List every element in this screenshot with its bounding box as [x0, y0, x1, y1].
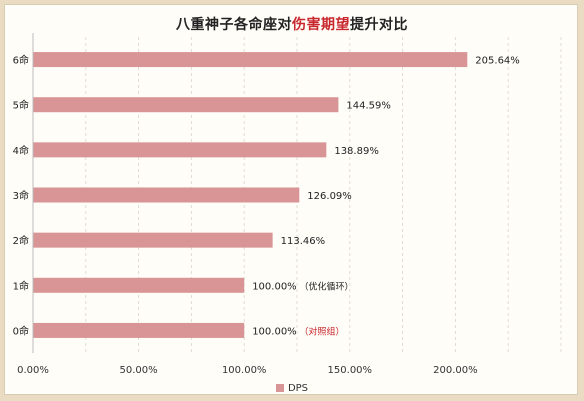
bar — [33, 277, 245, 293]
x-tick-label: 50.00% — [120, 365, 158, 376]
chart-title-highlight: 伤害期望 — [292, 17, 350, 33]
chart-title: 八重神子各命座对伤害期望提升对比 — [176, 17, 408, 33]
chart-frame: 八重神子各命座对伤害期望提升对比 0.00% 50.00% 100.00% 150.0… — [4, 4, 578, 395]
category-label: 5命 — [13, 99, 29, 112]
data-label: 113.46% — [281, 236, 326, 247]
bar — [33, 322, 245, 338]
category-label: 6命 — [13, 54, 29, 67]
category-label: 3命 — [13, 189, 29, 202]
x-tick-label: 100.00% — [222, 365, 267, 376]
category-label: 4命 — [13, 144, 29, 157]
data-label: 144.59% — [346, 101, 391, 112]
category-label: 2命 — [13, 234, 29, 247]
bar — [33, 232, 273, 248]
chart-legend: DPS — [5, 383, 579, 394]
bar — [33, 52, 468, 68]
x-tick-label: 150.00% — [328, 365, 373, 376]
data-label: 205.64% — [475, 56, 519, 67]
bar — [33, 187, 300, 203]
bar — [33, 142, 327, 158]
legend-label: DPS — [287, 383, 309, 394]
x-tick-label: 0.00% — [17, 365, 49, 376]
bar-chart: 0.00% 50.00% 100.00% 150.00% 200.00% 6命 205.64… — [13, 33, 562, 376]
bar — [33, 97, 339, 113]
bar-annotation: （对照组） — [297, 325, 345, 337]
legend-swatch — [275, 384, 284, 392]
data-label: 100.00% （对照组） — [252, 325, 344, 337]
category-label: 0命 — [13, 324, 29, 337]
bar-annotation: （优化循环） — [297, 280, 354, 292]
data-label: 100.00% （优化循环） — [252, 280, 353, 292]
category-label: 1命 — [13, 279, 29, 292]
x-tick-label: 200.00% — [433, 365, 478, 376]
data-label: 126.09% — [307, 191, 352, 202]
data-label: 138.89% — [334, 146, 379, 157]
